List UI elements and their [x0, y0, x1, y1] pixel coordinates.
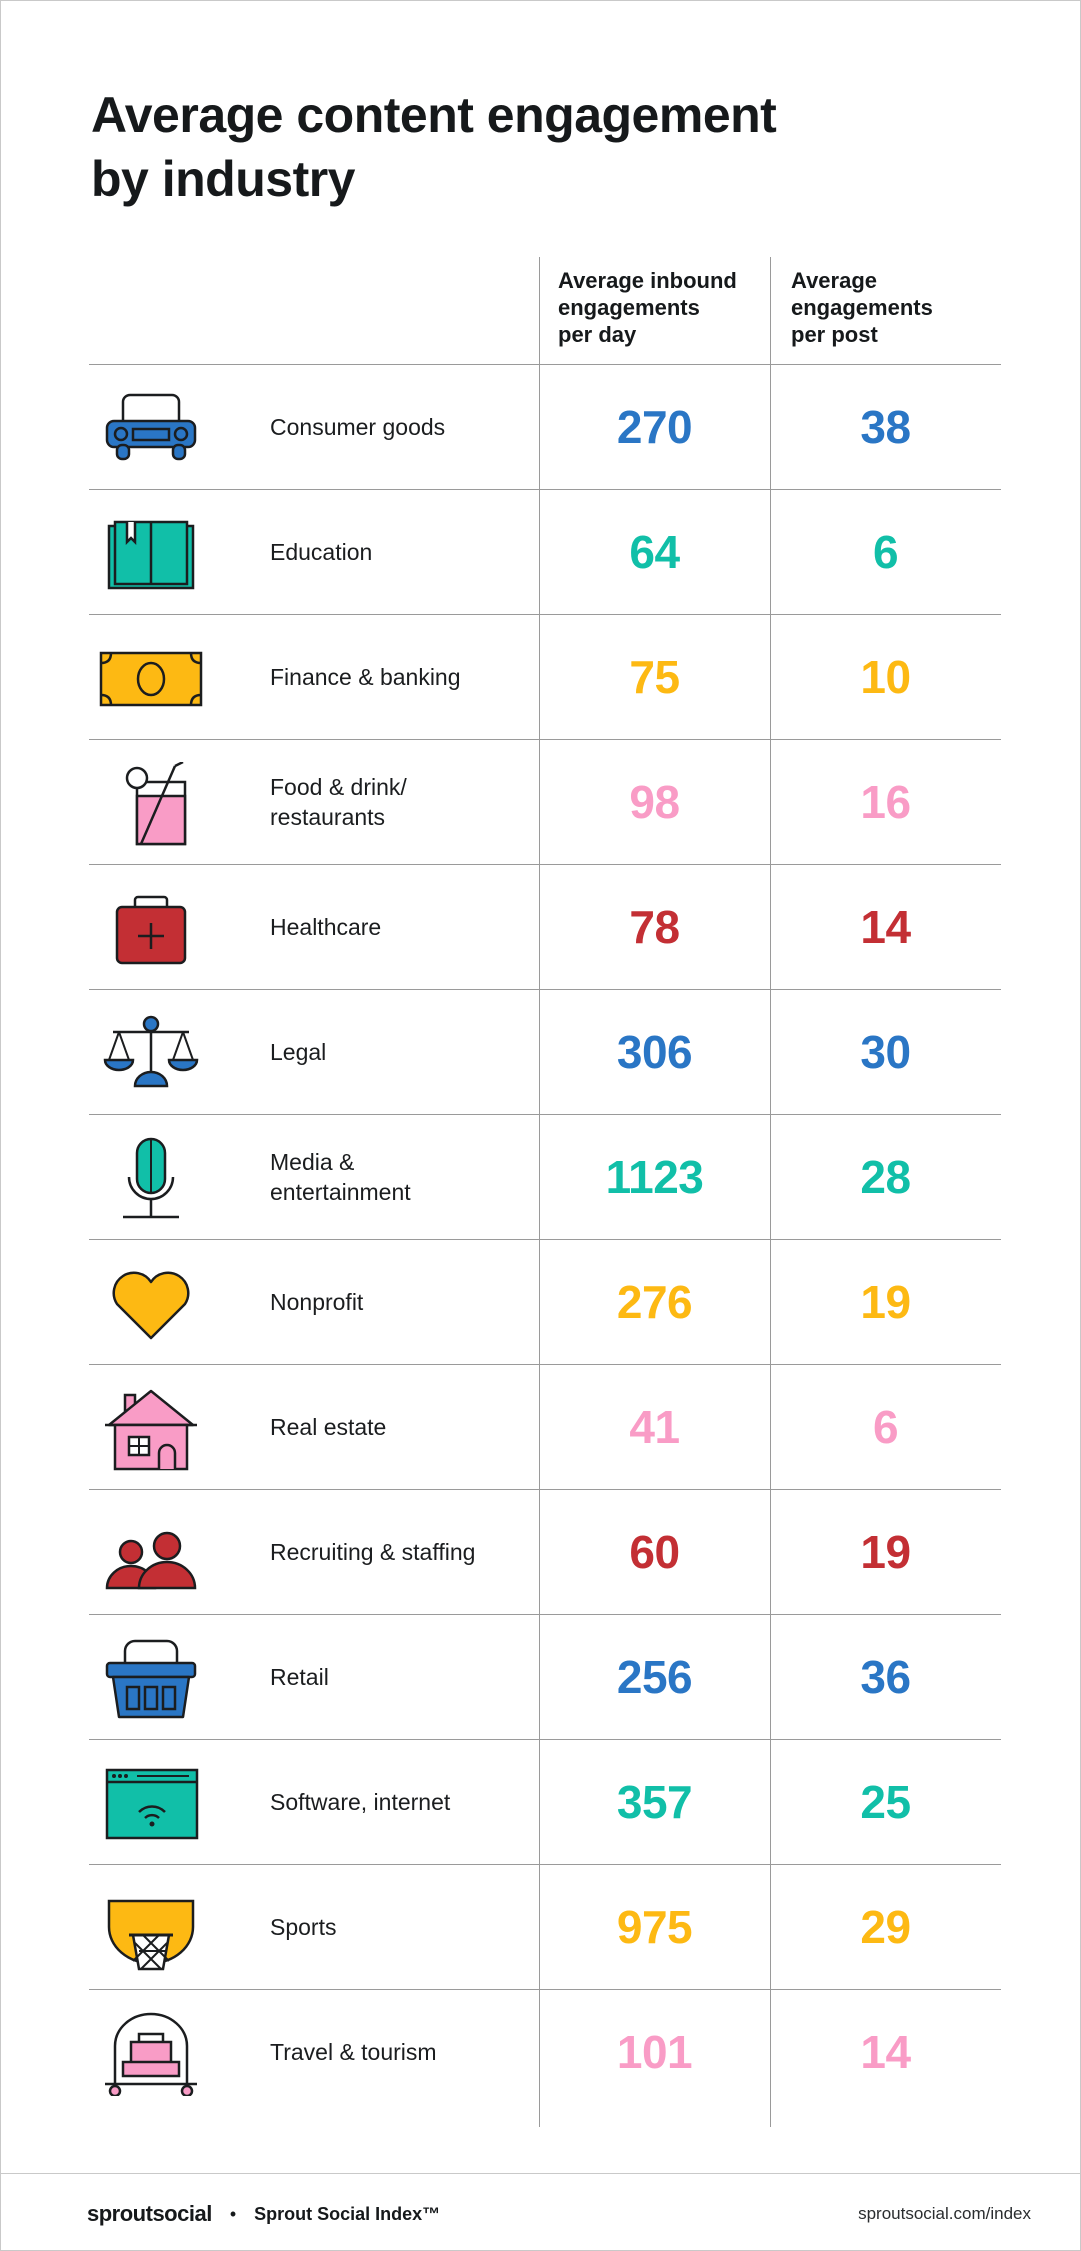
table-row: Finance & banking 75 10 [89, 614, 1001, 739]
per-day-value: 270 [616, 401, 693, 453]
footer-url: sproutsocial.com/index [858, 2204, 1031, 2223]
column-divider [539, 257, 540, 2127]
drink-icon [99, 762, 203, 846]
per-post-value: 38 [860, 401, 911, 453]
per-post-value: 29 [860, 1901, 911, 1953]
car-icon [99, 387, 203, 471]
per-day-value: 41 [629, 1401, 680, 1453]
per-post-value: 14 [860, 901, 911, 953]
table-row: Healthcare 78 14 [89, 864, 1001, 989]
microphone-icon [99, 1137, 203, 1221]
industry-label: Finance & banking [270, 664, 461, 690]
table-row: Software, internet 357 25 [89, 1739, 1001, 1864]
per-day-value: 75 [629, 651, 680, 703]
table-row: Consumer goods 270 38 [89, 364, 1001, 489]
column-header-per-post: Average engagements per post [791, 268, 933, 347]
per-day-value: 64 [629, 526, 680, 578]
per-day-value: 60 [629, 1526, 680, 1578]
table-row: Legal 306 30 [89, 989, 1001, 1114]
industry-label: Legal [270, 1039, 327, 1065]
industry-label: Healthcare [270, 914, 382, 940]
industry-label: Software, internet [270, 1789, 451, 1815]
per-post-value: 25 [860, 1776, 911, 1828]
per-day-value: 357 [616, 1776, 693, 1828]
industry-label: Food & drink/ restaurants [270, 774, 407, 830]
industry-label: Real estate [270, 1414, 387, 1440]
sproutsocial-logo: sproutsocial [87, 2201, 212, 2226]
per-post-value: 19 [860, 1276, 911, 1328]
industry-label: Recruiting & staffing [270, 1539, 476, 1565]
per-day-value: 98 [629, 776, 680, 828]
scales-icon [99, 1012, 203, 1096]
per-day-value: 1123 [605, 1151, 704, 1203]
table-row: Real estate 41 6 [89, 1364, 1001, 1489]
table-row: Recruiting & staffing 60 19 [89, 1489, 1001, 1614]
per-day-value: 276 [616, 1276, 693, 1328]
industry-label: Media & entertainment [270, 1149, 411, 1205]
per-post-value: 6 [872, 526, 899, 578]
heart-icon [99, 1262, 203, 1346]
industry-label: Sports [270, 1914, 337, 1940]
footer: sproutsocial • Sprout Social Index™ spro… [87, 2199, 1031, 2229]
basketball-hoop-icon [99, 1887, 203, 1971]
engagement-table: Consumer goods 270 38 Education 64 6 Fin… [89, 364, 1001, 2114]
column-divider [770, 257, 771, 2127]
luggage-cart-icon [99, 2012, 203, 2096]
table-row: Nonprofit 276 19 [89, 1239, 1001, 1364]
footer-index-title: Sprout Social Index™ [254, 2203, 441, 2224]
per-post-value: 10 [860, 651, 911, 703]
browser-wifi-icon [99, 1762, 203, 1846]
banknote-icon [99, 637, 203, 721]
per-post-value: 19 [860, 1526, 911, 1578]
table-row: Sports 975 29 [89, 1864, 1001, 1989]
per-post-value: 6 [872, 1401, 899, 1453]
people-icon [99, 1512, 203, 1596]
book-icon [99, 512, 203, 596]
per-day-value: 306 [616, 1026, 693, 1078]
per-day-value: 78 [629, 901, 680, 953]
industry-label: Nonprofit [270, 1289, 364, 1315]
table-row: Education 64 6 [89, 489, 1001, 614]
footer-separator: • [229, 2203, 237, 2224]
table-row: Travel & tourism 101 14 [89, 1989, 1001, 2114]
table-row: Media & entertainment 1123 28 [89, 1114, 1001, 1239]
industry-label: Education [270, 539, 373, 565]
basket-icon [99, 1637, 203, 1721]
page-title: Average content engagement by industry [91, 87, 777, 207]
industry-label: Retail [270, 1664, 329, 1690]
table-row: Retail 256 36 [89, 1614, 1001, 1739]
industry-label: Consumer goods [270, 414, 446, 440]
per-post-value: 28 [860, 1151, 911, 1203]
footer-divider [1, 2173, 1080, 2174]
medical-kit-icon [99, 887, 203, 971]
table-row: Food & drink/ restaurants 98 16 [89, 739, 1001, 864]
per-post-value: 30 [860, 1026, 911, 1078]
per-day-value: 256 [616, 1651, 693, 1703]
house-icon [99, 1387, 203, 1471]
per-day-value: 975 [616, 1901, 693, 1953]
industry-label: Travel & tourism [270, 2039, 437, 2065]
per-post-value: 16 [860, 776, 911, 828]
per-post-value: 14 [860, 2026, 911, 2078]
column-header-per-day: Average inbound engagements per day [558, 268, 737, 347]
per-day-value: 101 [616, 2026, 693, 2078]
per-post-value: 36 [860, 1651, 911, 1703]
